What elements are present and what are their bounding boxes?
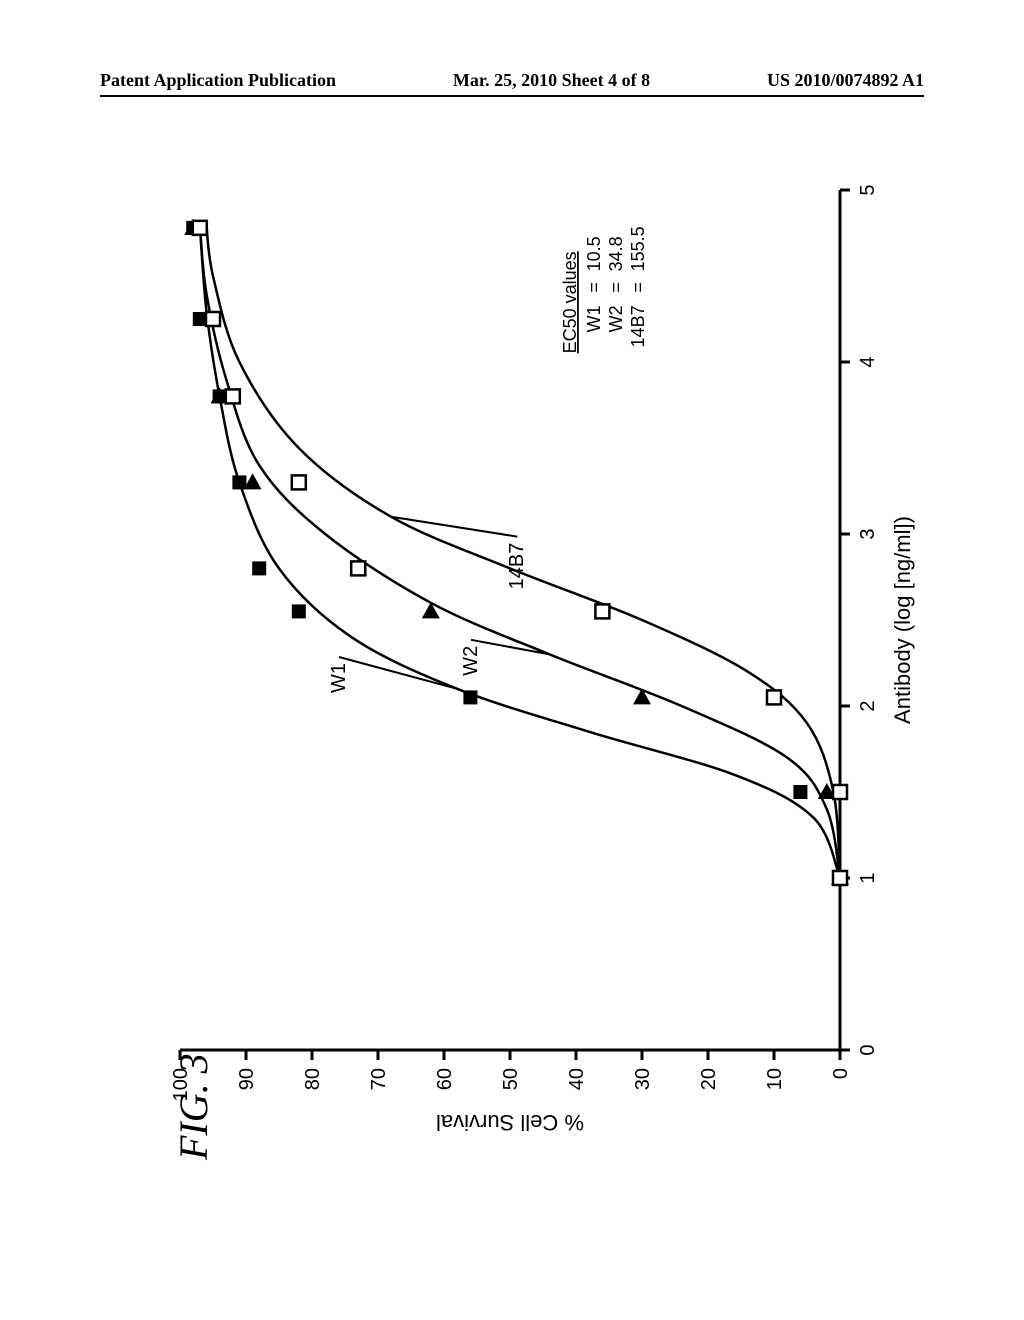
ec50-row-equals: =: [628, 282, 648, 293]
y-tick-label: 10: [764, 1068, 786, 1090]
ec50-row-name: 14B7: [628, 305, 648, 347]
y-tick-label: 40: [566, 1068, 588, 1090]
figure-caption: FIG. 3: [170, 1053, 217, 1160]
x-tick-label: 3: [857, 528, 879, 539]
y-axis-label: % Cell Survival: [436, 1110, 584, 1135]
x-tick-label: 2: [857, 700, 879, 711]
y-tick-label: 0: [830, 1068, 852, 1079]
marker-open-square: [833, 871, 847, 885]
marker-filled-triangle: [633, 688, 651, 704]
marker-open-square: [595, 604, 609, 618]
y-tick-label: 60: [434, 1068, 456, 1090]
page-header: Patent Application Publication Mar. 25, …: [100, 70, 924, 97]
x-tick-label: 4: [857, 356, 879, 367]
ec50-row-value: 10.5: [584, 236, 604, 271]
marker-filled-square: [292, 604, 306, 618]
series-14B7: 14B7: [193, 221, 847, 885]
ec50-row-value: 155.5: [628, 226, 648, 271]
x-tick-label: 0: [857, 1044, 879, 1055]
figure-3: 0123450102030405060708090100Antibody (lo…: [150, 160, 850, 1220]
ec50-values: EC50 valuesW1=10.5W2=34.814B7=155.5: [560, 226, 648, 353]
series-label: 14B7: [506, 543, 528, 590]
header-center: Mar. 25, 2010 Sheet 4 of 8: [453, 70, 650, 91]
header-right: US 2010/0074892 A1: [767, 70, 924, 91]
marker-open-square: [351, 561, 365, 575]
y-tick-label: 20: [698, 1068, 720, 1090]
marker-open-square: [833, 785, 847, 799]
y-tick-label: 30: [632, 1068, 654, 1090]
marker-filled-square: [252, 561, 266, 575]
y-tick-label: 80: [302, 1068, 324, 1090]
ec50-row-value: 34.8: [606, 236, 626, 271]
ec50-title: EC50 values: [560, 251, 580, 353]
ec50-row-equals: =: [606, 282, 626, 293]
y-tick-label: 90: [236, 1068, 258, 1090]
y-tick-label: 50: [500, 1068, 522, 1090]
marker-open-square: [292, 475, 306, 489]
ec50-row-equals: =: [584, 282, 604, 293]
y-tick-label: 70: [368, 1068, 390, 1090]
series-label: W1: [328, 663, 350, 693]
series-leader: [471, 640, 550, 655]
ec50-row-name: W2: [606, 305, 626, 332]
marker-filled-square: [463, 690, 477, 704]
marker-open-square: [767, 690, 781, 704]
x-axis-label: Antibody (log [ng/ml]): [890, 516, 915, 724]
marker-open-square: [206, 312, 220, 326]
header-left: Patent Application Publication: [100, 70, 336, 91]
series-label: W2: [460, 646, 482, 676]
marker-open-square: [226, 389, 240, 403]
marker-filled-square: [793, 785, 807, 799]
marker-filled-square: [232, 475, 246, 489]
ec50-row-name: W1: [584, 305, 604, 332]
x-tick-label: 1: [857, 872, 879, 883]
chart-svg: 0123450102030405060708090100Antibody (lo…: [150, 160, 950, 1160]
marker-open-square: [193, 221, 207, 235]
x-tick-label: 5: [857, 184, 879, 195]
